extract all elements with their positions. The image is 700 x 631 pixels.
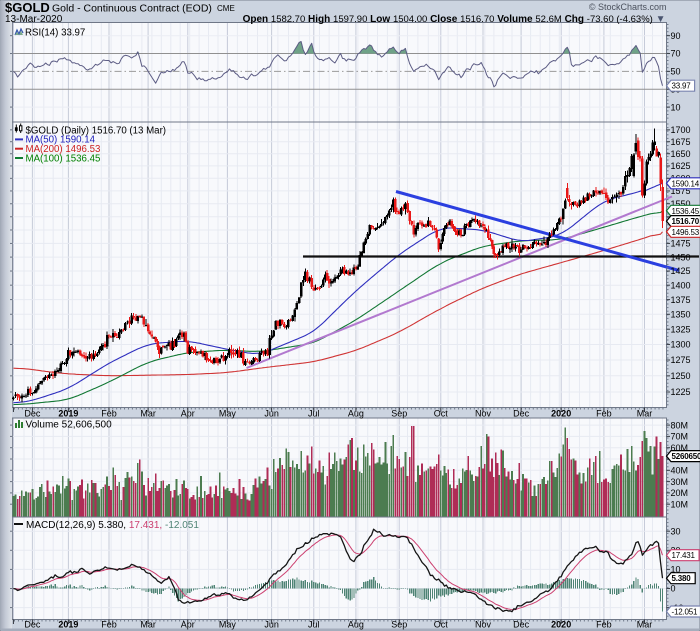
- svg-text:Aug: Aug: [348, 409, 364, 419]
- svg-text:1450: 1450: [671, 252, 691, 262]
- svg-text:2019: 2019: [58, 409, 78, 419]
- svg-text:1700: 1700: [671, 125, 691, 135]
- svg-text:Feb: Feb: [101, 409, 117, 419]
- svg-text:-12.051: -12.051: [672, 608, 698, 617]
- svg-text:90: 90: [671, 31, 681, 41]
- svg-text:MA(100) 1536.45: MA(100) 1536.45: [26, 153, 101, 164]
- svg-text:2020: 2020: [551, 409, 571, 419]
- svg-text:Dec: Dec: [513, 620, 530, 630]
- svg-text:30: 30: [671, 526, 681, 536]
- svg-text:1496.53: 1496.53: [672, 228, 700, 237]
- svg-text:1650: 1650: [671, 149, 691, 159]
- svg-text:1400: 1400: [671, 280, 691, 290]
- svg-text:2020: 2020: [551, 620, 571, 630]
- svg-text:Aug: Aug: [348, 620, 364, 630]
- svg-text:Volume 52,606,500: Volume 52,606,500: [26, 420, 113, 431]
- svg-text:20M: 20M: [671, 488, 689, 498]
- svg-text:Feb: Feb: [596, 620, 612, 630]
- svg-text:1300: 1300: [671, 340, 691, 350]
- svg-text:1625: 1625: [671, 161, 691, 171]
- svg-text:80M: 80M: [671, 420, 689, 430]
- svg-text:0: 0: [671, 584, 676, 594]
- svg-text:1550: 1550: [671, 199, 691, 209]
- svg-text:2019: 2019: [58, 620, 78, 630]
- svg-text:Gold - Continuous Contract (EO: Gold - Continuous Contract (EOD): [52, 3, 212, 15]
- svg-text:May: May: [219, 409, 237, 419]
- svg-text:33.97: 33.97: [672, 82, 692, 91]
- svg-text:5.380: 5.380: [672, 574, 692, 583]
- svg-text:Oct: Oct: [434, 620, 449, 630]
- svg-text:Apr: Apr: [181, 620, 195, 630]
- svg-text:CME: CME: [217, 4, 235, 13]
- svg-text:MACD(12,26,9) 5.380, 17.431, -: MACD(12,26,9) 5.380, 17.431, -12.051: [26, 520, 199, 531]
- svg-text:1375: 1375: [671, 295, 691, 305]
- svg-text:10: 10: [671, 102, 681, 112]
- svg-text:10M: 10M: [671, 499, 689, 509]
- svg-text:Dec: Dec: [24, 620, 41, 630]
- svg-text:Dec: Dec: [24, 409, 41, 419]
- svg-text:Apr: Apr: [181, 409, 195, 419]
- svg-text:10: 10: [671, 565, 681, 575]
- svg-text:Sep: Sep: [391, 620, 407, 630]
- svg-text:Nov: Nov: [475, 620, 492, 630]
- svg-text:13-Mar-2020: 13-Mar-2020: [5, 14, 63, 25]
- svg-text:30M: 30M: [671, 477, 689, 487]
- svg-text:1250: 1250: [671, 371, 691, 381]
- svg-text:70M: 70M: [671, 432, 689, 442]
- svg-text:1475: 1475: [671, 239, 691, 249]
- svg-text:60M: 60M: [671, 443, 689, 453]
- svg-text:Jun: Jun: [264, 409, 279, 419]
- svg-text:52606500: 52606500: [672, 452, 700, 461]
- svg-text:1536.45: 1536.45: [672, 207, 700, 216]
- svg-text:Jun: Jun: [264, 620, 279, 630]
- svg-text:Mar: Mar: [140, 409, 156, 419]
- svg-text:Feb: Feb: [596, 409, 612, 419]
- svg-text:Mar: Mar: [637, 409, 653, 419]
- svg-text:Mar: Mar: [637, 620, 653, 630]
- svg-text:Sep: Sep: [391, 409, 407, 419]
- svg-text:MA(50) 1590.14: MA(50) 1590.14: [26, 135, 96, 146]
- svg-text:1590.14: 1590.14: [672, 179, 700, 188]
- svg-text:50: 50: [671, 67, 681, 77]
- svg-text:Oct: Oct: [434, 409, 449, 419]
- svg-text:May: May: [219, 620, 237, 630]
- svg-text:Open 1582.70 High 1597.90 Low: Open 1582.70 High 1597.90 Low 1504.00 Cl…: [243, 14, 666, 25]
- svg-text:1575: 1575: [671, 186, 691, 196]
- svg-text:70: 70: [671, 49, 681, 59]
- svg-text:17.431: 17.431: [672, 551, 696, 560]
- svg-text:Mar: Mar: [140, 620, 156, 630]
- svg-text:1225: 1225: [671, 387, 691, 397]
- svg-text:© StockCharts.com: © StockCharts.com: [589, 2, 667, 12]
- svg-text:1350: 1350: [671, 310, 691, 320]
- svg-text:Jul: Jul: [308, 620, 320, 630]
- svg-text:1675: 1675: [671, 137, 691, 147]
- svg-text:Nov: Nov: [475, 409, 492, 419]
- svg-text:Dec: Dec: [513, 409, 530, 419]
- svg-text:Feb: Feb: [101, 620, 117, 630]
- svg-text:40M: 40M: [671, 466, 689, 476]
- svg-text:1325: 1325: [671, 324, 691, 334]
- svg-text:$GOLD (Daily) 1516.70 (13 Mar): $GOLD (Daily) 1516.70 (13 Mar): [26, 125, 167, 136]
- svg-text:MA(200) 1496.53: MA(200) 1496.53: [26, 144, 101, 155]
- svg-text:Jul: Jul: [308, 409, 320, 419]
- svg-text:1425: 1425: [671, 266, 691, 276]
- svg-text:$GOLD: $GOLD: [5, 0, 50, 15]
- svg-text:1516.70: 1516.70: [672, 217, 700, 226]
- svg-text:RSI(14) 33.97: RSI(14) 33.97: [25, 28, 85, 39]
- svg-text:1275: 1275: [671, 355, 691, 365]
